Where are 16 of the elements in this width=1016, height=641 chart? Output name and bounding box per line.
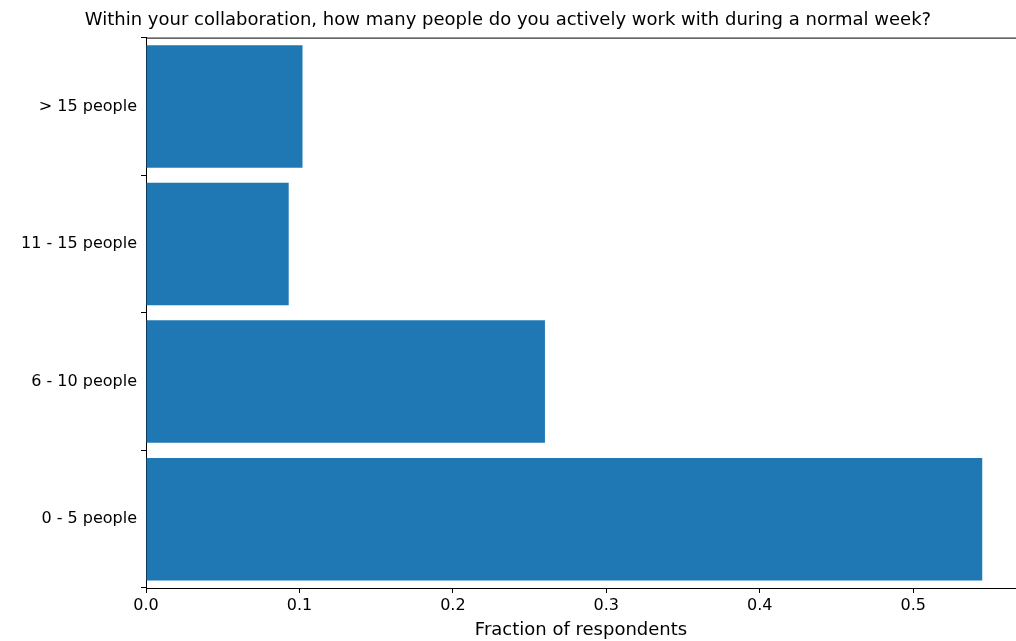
- y-tick-label: 6 - 10 people: [31, 370, 137, 390]
- x-tick-label: 0.1: [286, 594, 313, 614]
- x-tick-label: 0.5: [900, 594, 926, 614]
- bar: [146, 182, 289, 306]
- x-tick-label: 0.3: [593, 594, 620, 614]
- y-tick-label: 11 - 15 people: [21, 233, 137, 253]
- bar: [146, 457, 983, 581]
- x-tick-label: 0.0: [133, 594, 159, 614]
- chart-title: Within your collaboration, how many people do you actively work with during a normal week?: [84, 8, 932, 30]
- y-tick-label: > 15 people: [38, 95, 137, 115]
- x-tick-label: 0.4: [747, 594, 773, 614]
- x-axis-title: Fraction of respondents: [474, 617, 688, 639]
- x-tick-label: 0.2: [440, 594, 466, 614]
- bar: [146, 45, 303, 168]
- bar: [146, 320, 545, 443]
- y-tick-label: 0 - 5 people: [41, 508, 137, 528]
